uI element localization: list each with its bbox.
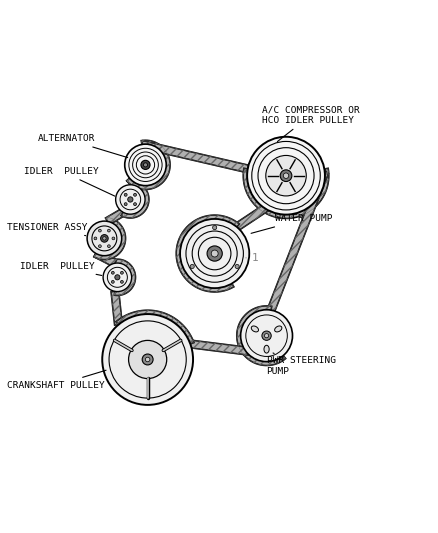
Ellipse shape: [275, 326, 282, 332]
Polygon shape: [127, 140, 170, 190]
Polygon shape: [116, 310, 194, 345]
Polygon shape: [235, 166, 326, 230]
Circle shape: [207, 246, 223, 261]
Circle shape: [111, 271, 114, 274]
Text: PWR STEERING
PUMP: PWR STEERING PUMP: [267, 353, 336, 376]
Circle shape: [240, 310, 293, 361]
Circle shape: [125, 144, 166, 185]
Text: TENSIONER ASSY: TENSIONER ASSY: [7, 223, 88, 236]
Circle shape: [112, 237, 115, 240]
Circle shape: [107, 245, 110, 247]
Circle shape: [102, 237, 106, 240]
Circle shape: [211, 250, 218, 257]
Polygon shape: [94, 217, 126, 260]
Circle shape: [116, 185, 145, 214]
Text: WATER PUMP: WATER PUMP: [251, 214, 333, 233]
Circle shape: [120, 280, 124, 283]
Circle shape: [283, 173, 289, 179]
Polygon shape: [190, 340, 284, 359]
Polygon shape: [106, 209, 125, 225]
Circle shape: [99, 245, 101, 247]
Text: ALTERNATOR: ALTERNATOR: [37, 134, 128, 158]
Circle shape: [266, 156, 306, 196]
Polygon shape: [94, 250, 117, 266]
Text: IDLER  PULLEY: IDLER PULLEY: [20, 262, 102, 276]
Polygon shape: [127, 175, 141, 189]
Polygon shape: [237, 306, 286, 366]
Circle shape: [143, 163, 148, 167]
Circle shape: [111, 280, 114, 283]
Circle shape: [107, 229, 110, 232]
Polygon shape: [114, 259, 135, 295]
Ellipse shape: [251, 326, 258, 332]
Circle shape: [134, 193, 137, 196]
Polygon shape: [141, 141, 249, 173]
Text: CRANKSHAFT PULLEY: CRANKSHAFT PULLEY: [7, 370, 106, 390]
Circle shape: [180, 219, 249, 288]
Text: A/C COMPRESSOR OR
HCO IDLER PULLEY: A/C COMPRESSOR OR HCO IDLER PULLEY: [262, 106, 360, 142]
Circle shape: [145, 357, 150, 362]
Text: IDLER  PULLEY: IDLER PULLEY: [25, 167, 115, 196]
Circle shape: [141, 160, 150, 169]
Circle shape: [102, 314, 193, 405]
Circle shape: [134, 203, 137, 206]
Polygon shape: [176, 215, 240, 292]
Circle shape: [142, 354, 153, 365]
Circle shape: [212, 225, 217, 230]
Circle shape: [101, 235, 108, 242]
Polygon shape: [121, 183, 149, 218]
Circle shape: [235, 264, 239, 269]
Circle shape: [94, 237, 97, 240]
Ellipse shape: [264, 345, 269, 353]
Polygon shape: [243, 168, 329, 219]
Circle shape: [128, 197, 133, 202]
Circle shape: [87, 221, 122, 256]
Circle shape: [103, 263, 132, 292]
Circle shape: [120, 271, 124, 274]
Circle shape: [262, 331, 271, 341]
Circle shape: [280, 170, 292, 182]
Circle shape: [265, 334, 268, 338]
Circle shape: [247, 137, 325, 215]
Polygon shape: [268, 171, 328, 312]
Circle shape: [124, 203, 127, 206]
Circle shape: [190, 264, 194, 269]
Circle shape: [115, 274, 120, 280]
Circle shape: [124, 193, 127, 196]
Circle shape: [129, 341, 167, 378]
Polygon shape: [111, 291, 122, 325]
Text: 1: 1: [251, 253, 258, 263]
Circle shape: [99, 229, 101, 232]
